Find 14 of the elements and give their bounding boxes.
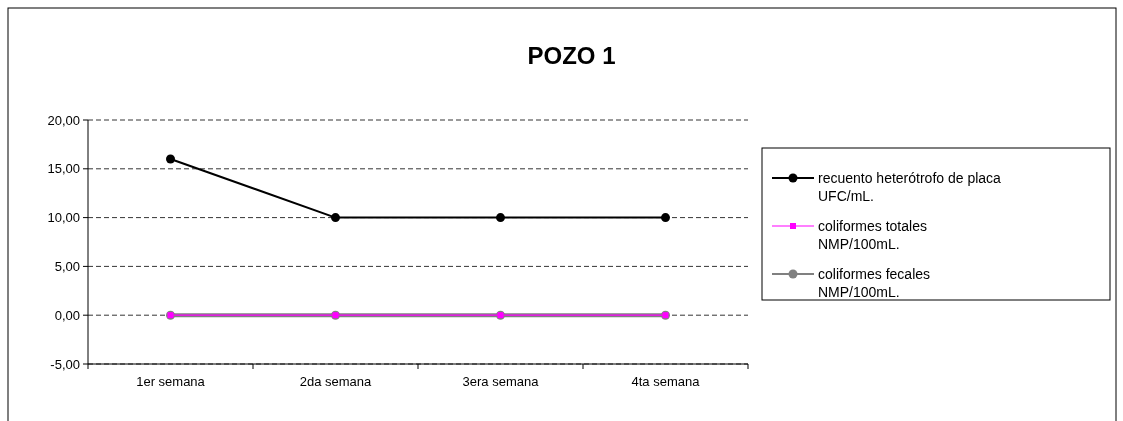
- x-tick-label: 2da semana: [299, 374, 373, 389]
- legend-label: recuento heterótrofo de placa UFC/mL.: [818, 170, 1002, 204]
- legend-label: coliformes totales NMP/100mL.: [818, 218, 927, 252]
- y-tick-label: 10,00: [47, 210, 80, 226]
- chart-title: POZO 1: [527, 42, 616, 69]
- legend-label: coliformes fecales NMP/100mL.: [818, 266, 931, 300]
- y-tick-label: 0,00: [54, 307, 80, 323]
- x-tick-label: 4ta semana: [631, 374, 701, 389]
- x-tick-label: 1er semana: [136, 374, 206, 389]
- y-tick-label: 15,00: [47, 161, 80, 177]
- y-tick-label: 5,00: [54, 258, 80, 274]
- y-tick-label: 20,00: [47, 112, 80, 128]
- y-tick-label: -5,00: [50, 356, 80, 372]
- x-tick-label: 3era semana: [462, 374, 540, 389]
